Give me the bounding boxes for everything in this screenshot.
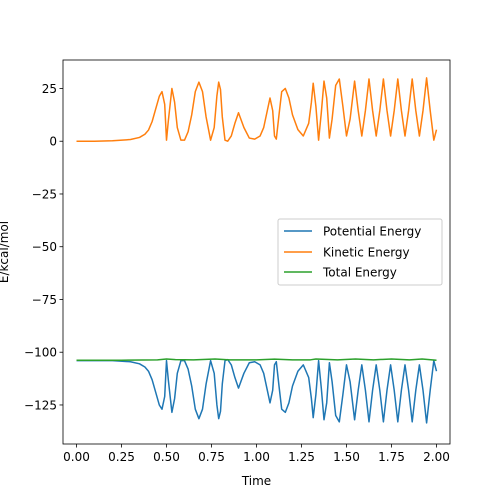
series-line-potential-energy (76, 358, 438, 424)
x-tick-label: 1.00 (243, 450, 270, 464)
x-tick-label: 1.75 (378, 450, 405, 464)
legend: Potential Energy Kinetic Energy Total En… (277, 218, 443, 286)
series-line-total-energy (76, 358, 437, 361)
y-tick-label: −25 (32, 187, 57, 201)
x-axis-label: Time (241, 474, 271, 488)
x-tick-label: 1.50 (333, 450, 360, 464)
y-tick-label: −50 (32, 240, 57, 254)
y-axis-ticks: −125 −100 −75 −50 −25 0 25 (24, 82, 63, 412)
y-tick-label: 25 (42, 82, 57, 96)
x-tick-label: 0.50 (153, 450, 180, 464)
y-tick-label: −100 (24, 346, 57, 360)
y-tick-label: 0 (49, 135, 57, 149)
legend-box (277, 218, 443, 286)
x-axis-ticks: 0.00 0.25 0.50 0.75 1.00 1.25 1.50 1.75 2.00 (63, 444, 450, 464)
x-tick-label: 2.00 (423, 450, 450, 464)
x-tick-label: 0.00 (63, 450, 90, 464)
y-axis-label: E/kcal/mol (0, 221, 11, 283)
x-tick-label: 0.25 (108, 450, 135, 464)
legend-label-total: Total Energy (322, 266, 397, 280)
legend-label-potential: Potential Energy (323, 225, 421, 239)
y-tick-label: −125 (24, 398, 57, 412)
x-tick-label: 1.25 (288, 450, 315, 464)
series-group (76, 77, 438, 424)
legend-label-kinetic: Kinetic Energy (323, 246, 410, 260)
x-tick-label: 0.75 (198, 450, 225, 464)
series-line-kinetic-energy (76, 77, 438, 142)
y-tick-label: −75 (32, 293, 57, 307)
